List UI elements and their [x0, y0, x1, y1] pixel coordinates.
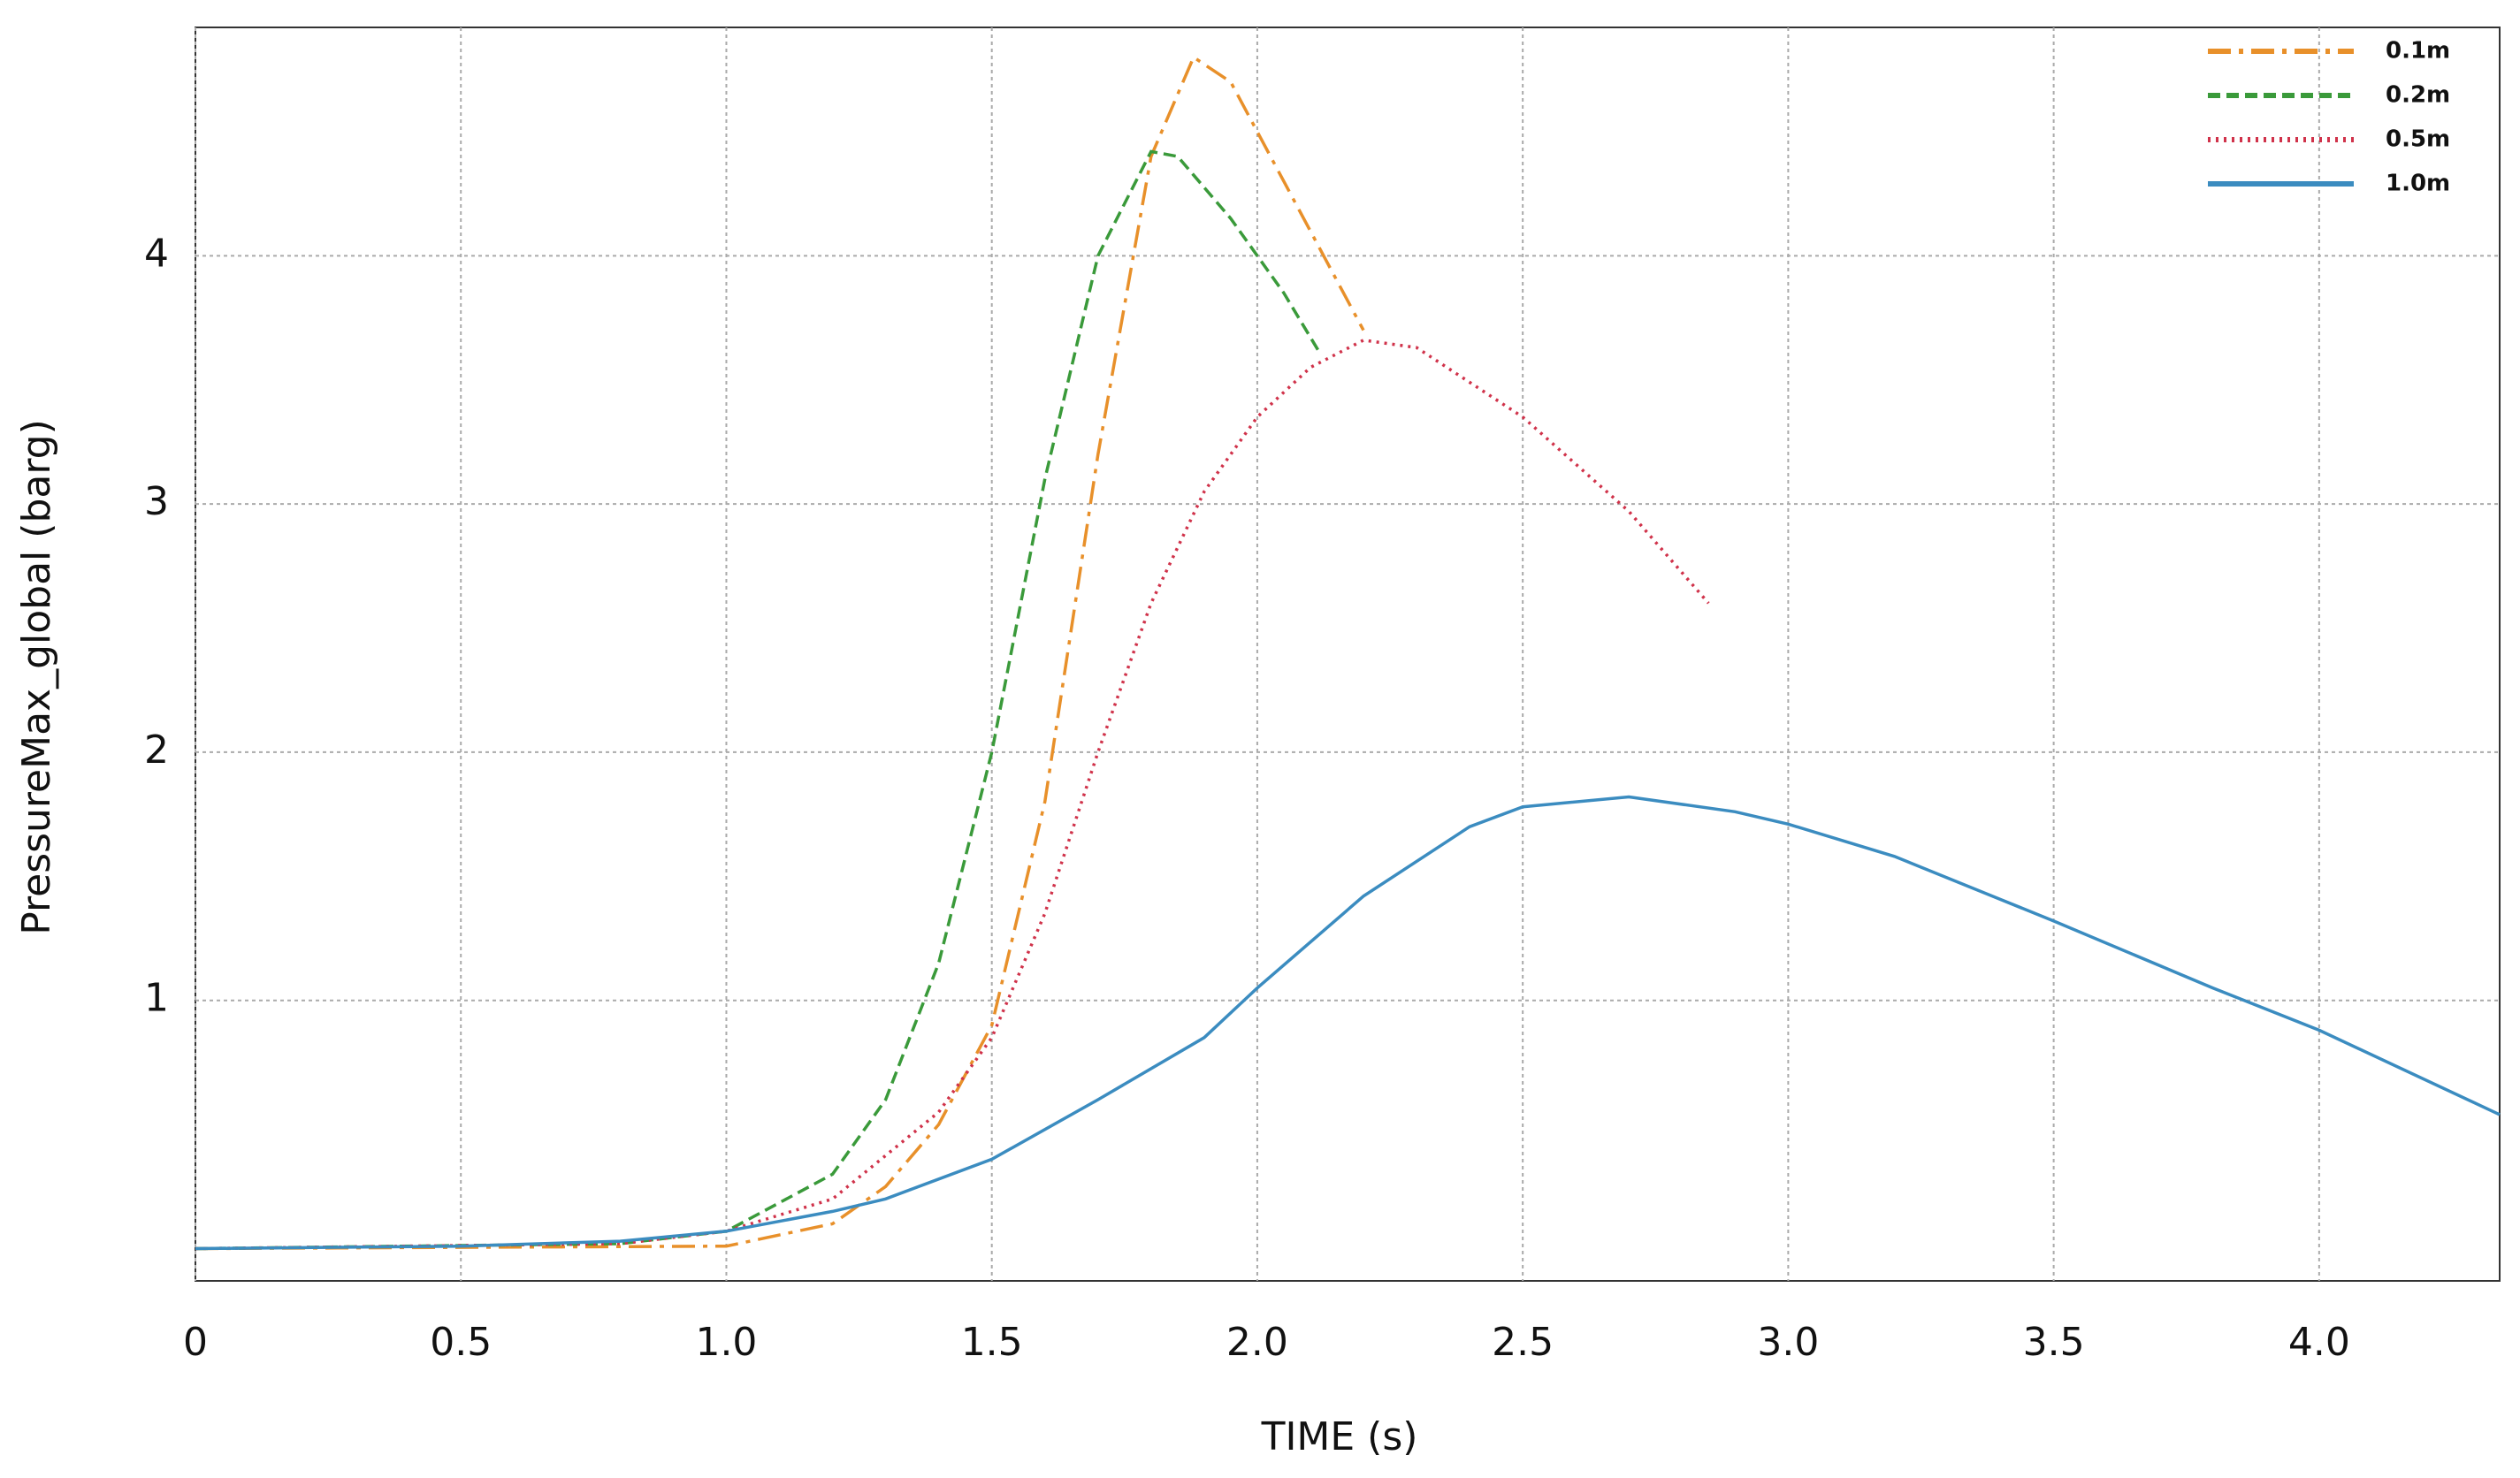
- legend-label: 0.1m: [2386, 38, 2450, 65]
- x-tick-label: 0: [183, 1320, 208, 1365]
- plot-frame: [195, 27, 2501, 1282]
- legend-label: 0.5m: [2386, 126, 2450, 153]
- line-series: [195, 795, 2501, 1251]
- x-tick-label: 2.0: [1226, 1320, 1288, 1365]
- x-axis-label: TIME (s): [1261, 1414, 1418, 1459]
- legend-label: 0.2m: [2386, 82, 2450, 109]
- y-tick-label: 1: [144, 976, 169, 1021]
- x-tick-label: 1.5: [961, 1320, 1023, 1365]
- y-axis-label: PressureMax_global (barg): [14, 419, 59, 935]
- y-tick-label: 3: [144, 479, 169, 524]
- x-tick-label: 1.0: [695, 1320, 757, 1365]
- line-series: [195, 149, 1323, 1251]
- line-series: [195, 55, 1365, 1251]
- legend-label: 1.0m: [2386, 171, 2450, 197]
- x-tick-label: 4.0: [2288, 1320, 2350, 1365]
- x-tick-label: 3.0: [1757, 1320, 1819, 1365]
- x-tick-label: 2.5: [1492, 1320, 1554, 1365]
- y-tick-label: 4: [144, 231, 169, 276]
- x-tick-label: 0.5: [430, 1320, 492, 1365]
- line-series: [195, 338, 1710, 1251]
- x-tick-label: 3.5: [2023, 1320, 2085, 1365]
- y-tick-label: 2: [144, 728, 169, 773]
